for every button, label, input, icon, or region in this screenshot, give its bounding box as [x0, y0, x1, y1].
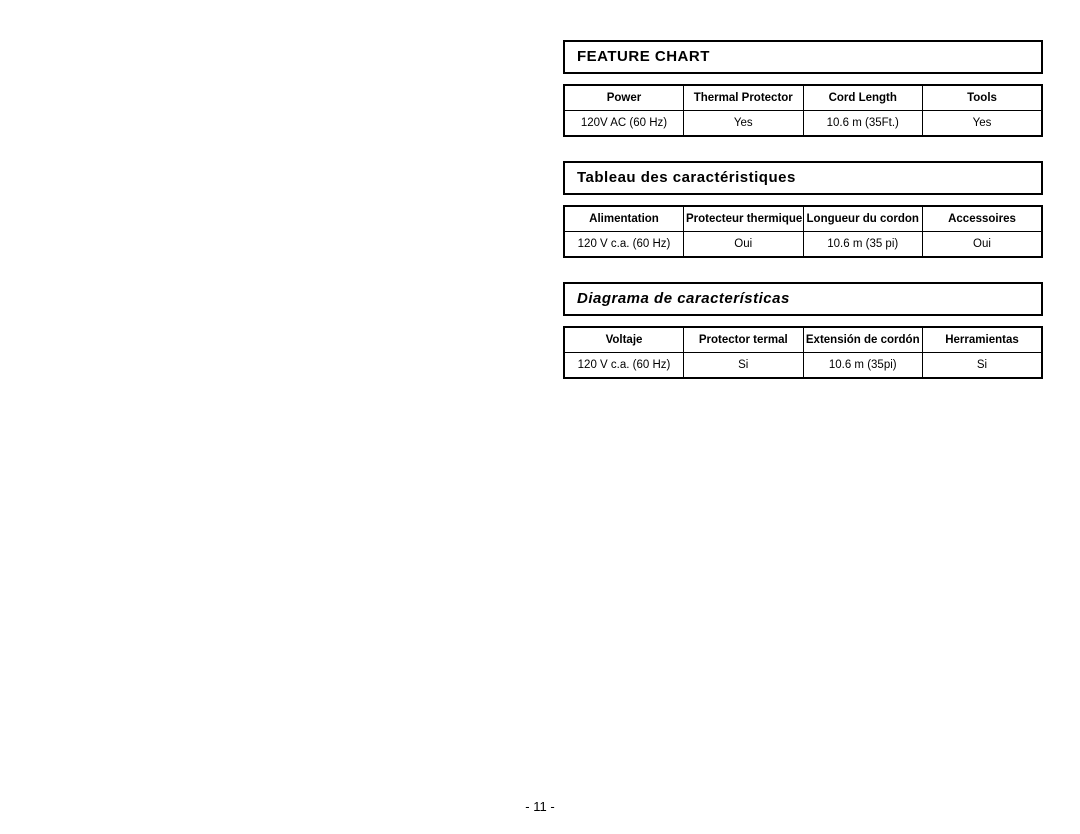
col-header: Extensión de cordón	[803, 327, 923, 353]
section-title: Diagrama de características	[577, 290, 790, 307]
cell: 120 V c.a. (60 Hz)	[564, 232, 684, 258]
col-header: Power	[564, 85, 684, 111]
feature-chart-section-fr: Tableau des caractéristiques Alimentatio…	[563, 161, 1043, 258]
cell: Si	[923, 353, 1043, 379]
col-header: Thermal Protector	[684, 85, 804, 111]
cell: 120 V c.a. (60 Hz)	[564, 353, 684, 379]
title-box-en: FEATURE CHART	[563, 40, 1043, 74]
cell: 120V AC (60 Hz)	[564, 111, 684, 137]
title-box-fr: Tableau des caractéristiques	[563, 161, 1043, 195]
col-header: Longueur du cordon	[803, 206, 923, 232]
col-header: Protecteur thermique	[684, 206, 804, 232]
cell: 10.6 m (35pi)	[803, 353, 923, 379]
page-number: - 11 -	[0, 799, 1080, 814]
cell: Oui	[923, 232, 1043, 258]
title-box-es: Diagrama de características	[563, 282, 1043, 316]
cell: Yes	[684, 111, 804, 137]
table-row: 120V AC (60 Hz) Yes 10.6 m (35Ft.) Yes	[564, 111, 1042, 137]
table-row: 120 V c.a. (60 Hz) Oui 10.6 m (35 pi) Ou…	[564, 232, 1042, 258]
table-row: 120 V c.a. (60 Hz) Si 10.6 m (35pi) Si	[564, 353, 1042, 379]
feature-chart-section-en: FEATURE CHART Power Thermal Protector Co…	[563, 40, 1043, 137]
col-header: Tools	[923, 85, 1043, 111]
col-header: Accessoires	[923, 206, 1043, 232]
spec-table-fr: Alimentation Protecteur thermique Longue…	[563, 205, 1043, 258]
cell: Si	[684, 353, 804, 379]
section-title: FEATURE CHART	[577, 48, 710, 65]
col-header: Herramientas	[923, 327, 1043, 353]
col-header: Cord Length	[803, 85, 923, 111]
feature-chart-section-es: Diagrama de características Voltaje Prot…	[563, 282, 1043, 379]
cell: 10.6 m (35Ft.)	[803, 111, 923, 137]
spec-table-es: Voltaje Protector termal Extensión de co…	[563, 326, 1043, 379]
col-header: Alimentation	[564, 206, 684, 232]
spec-table-en: Power Thermal Protector Cord Length Tool…	[563, 84, 1043, 137]
cell: 10.6 m (35 pi)	[803, 232, 923, 258]
cell: Yes	[923, 111, 1043, 137]
section-title: Tableau des caractéristiques	[577, 169, 796, 186]
table-header-row: Voltaje Protector termal Extensión de co…	[564, 327, 1042, 353]
col-header: Voltaje	[564, 327, 684, 353]
cell: Oui	[684, 232, 804, 258]
table-header-row: Power Thermal Protector Cord Length Tool…	[564, 85, 1042, 111]
content-area: FEATURE CHART Power Thermal Protector Co…	[563, 40, 1043, 403]
table-header-row: Alimentation Protecteur thermique Longue…	[564, 206, 1042, 232]
col-header: Protector termal	[684, 327, 804, 353]
